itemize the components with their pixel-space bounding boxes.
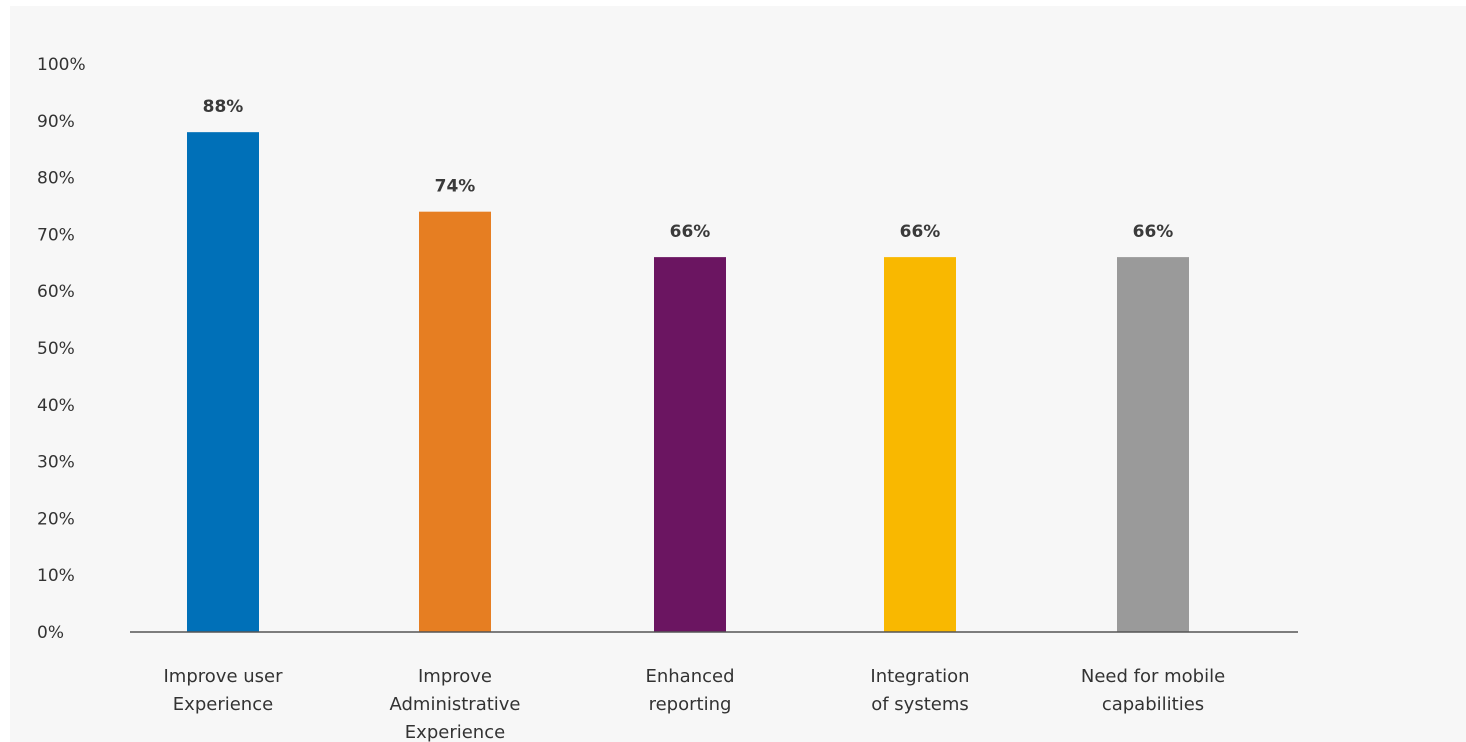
- y-tick-label: 20%: [37, 509, 75, 529]
- bar: [187, 132, 259, 632]
- category-label: Improve user: [164, 666, 284, 687]
- category-label: capabilities: [1102, 694, 1204, 715]
- y-tick-label: 100%: [37, 55, 86, 75]
- value-label: 66%: [1133, 222, 1174, 242]
- bar: [654, 257, 726, 632]
- category-label: Integration: [870, 666, 969, 687]
- bar: [1117, 257, 1189, 632]
- y-tick-label: 90%: [37, 112, 75, 132]
- y-tick-label: 80%: [37, 169, 75, 189]
- category-label: Experience: [405, 722, 505, 742]
- category-label: Need for mobile: [1081, 666, 1225, 687]
- y-tick-label: 50%: [37, 339, 75, 359]
- value-label: 74%: [435, 177, 476, 197]
- y-tick-label: 70%: [37, 225, 75, 245]
- category-labels: Improve user Experience Improve Administrat…: [164, 666, 1226, 742]
- bar-chart: 0% 10% 20% 30% 40% 50% 60% 70% 80% 90% 100% 88% 74%…: [37, 55, 1298, 742]
- value-label: 66%: [900, 222, 941, 242]
- bar: [419, 211, 491, 632]
- y-tick-label: 30%: [37, 453, 75, 473]
- y-tick-label: 60%: [37, 282, 75, 302]
- y-tick-label: 40%: [37, 396, 75, 416]
- y-tick-label: 10%: [37, 566, 75, 586]
- category-label: Improve: [418, 666, 492, 687]
- category-label: of systems: [871, 694, 969, 715]
- value-label: 88%: [203, 97, 244, 117]
- value-label: 66%: [670, 222, 711, 242]
- value-labels: 88% 74% 66% 66% 66%: [203, 97, 1174, 242]
- category-label: reporting: [649, 694, 732, 715]
- y-axis-ticks: 0% 10% 20% 30% 40% 50% 60% 70% 80% 90% 100%: [37, 55, 86, 643]
- bars: [187, 132, 1189, 632]
- category-label: Enhanced: [645, 666, 734, 687]
- category-label: Experience: [173, 694, 273, 715]
- category-label: Administrative: [389, 694, 520, 715]
- y-tick-label: 0%: [37, 623, 64, 643]
- chart-panel: 0% 10% 20% 30% 40% 50% 60% 70% 80% 90% 100% 88% 74%…: [10, 6, 1466, 742]
- bar: [884, 257, 956, 632]
